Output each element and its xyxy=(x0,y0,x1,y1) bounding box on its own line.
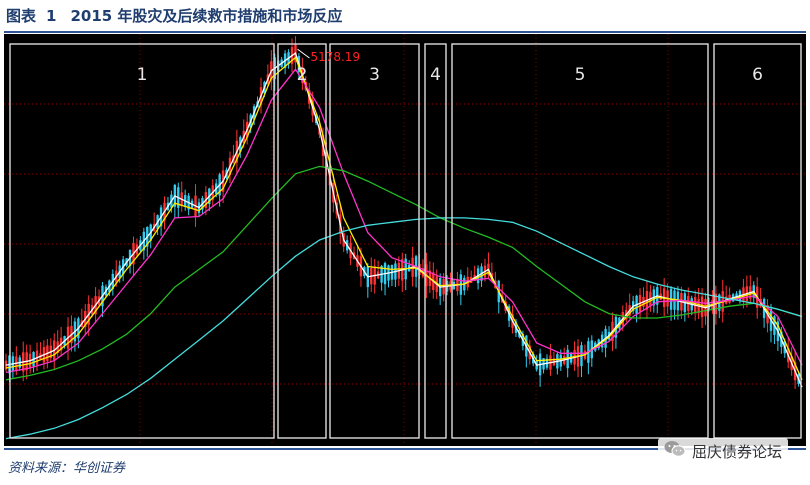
phase-box-2 xyxy=(277,43,327,439)
source-note: 资料来源：华创证券 xyxy=(8,461,126,476)
phase-label-6: 6 xyxy=(752,65,763,85)
phase-label-4: 4 xyxy=(430,65,441,85)
phase-box-1 xyxy=(9,43,275,439)
ma-yellow-line xyxy=(5,56,803,381)
footer-rule xyxy=(4,448,806,450)
figure-title: 图表 1 2015 年股灾及后续救市措施和市场反应 xyxy=(6,4,342,28)
figure-number: 1 xyxy=(46,7,57,25)
phase-label-5: 5 xyxy=(575,65,586,85)
phase-box-5 xyxy=(451,43,709,439)
plot-background xyxy=(4,34,806,446)
watermark: 屈庆债券论坛 xyxy=(657,438,788,464)
watermark-text: 屈庆债券论坛 xyxy=(691,442,782,461)
phase-box-3 xyxy=(329,43,420,439)
ma-cyan-line xyxy=(5,217,803,440)
figure-label: 图表 xyxy=(6,7,37,25)
phase-label-3: 3 xyxy=(369,65,380,85)
title-rule xyxy=(4,31,806,33)
ma-magenta-line xyxy=(5,68,803,374)
chart-panel: 1 2 3 4 5 6 5178.19 xyxy=(4,34,806,446)
ma-green-line xyxy=(5,165,803,381)
phase-label-1: 1 xyxy=(137,65,148,85)
peak-label: 5178.19 xyxy=(310,50,360,64)
peak-leader xyxy=(297,48,310,59)
chart-svg: 1 2 3 4 5 6 5178.19 xyxy=(4,34,806,446)
phase-box-4 xyxy=(424,43,447,439)
phase-label-2: 2 xyxy=(297,65,308,85)
chart-title: 2015 年股灾及后续救市措施和市场反应 xyxy=(70,7,343,25)
wechat-icon xyxy=(664,440,686,462)
